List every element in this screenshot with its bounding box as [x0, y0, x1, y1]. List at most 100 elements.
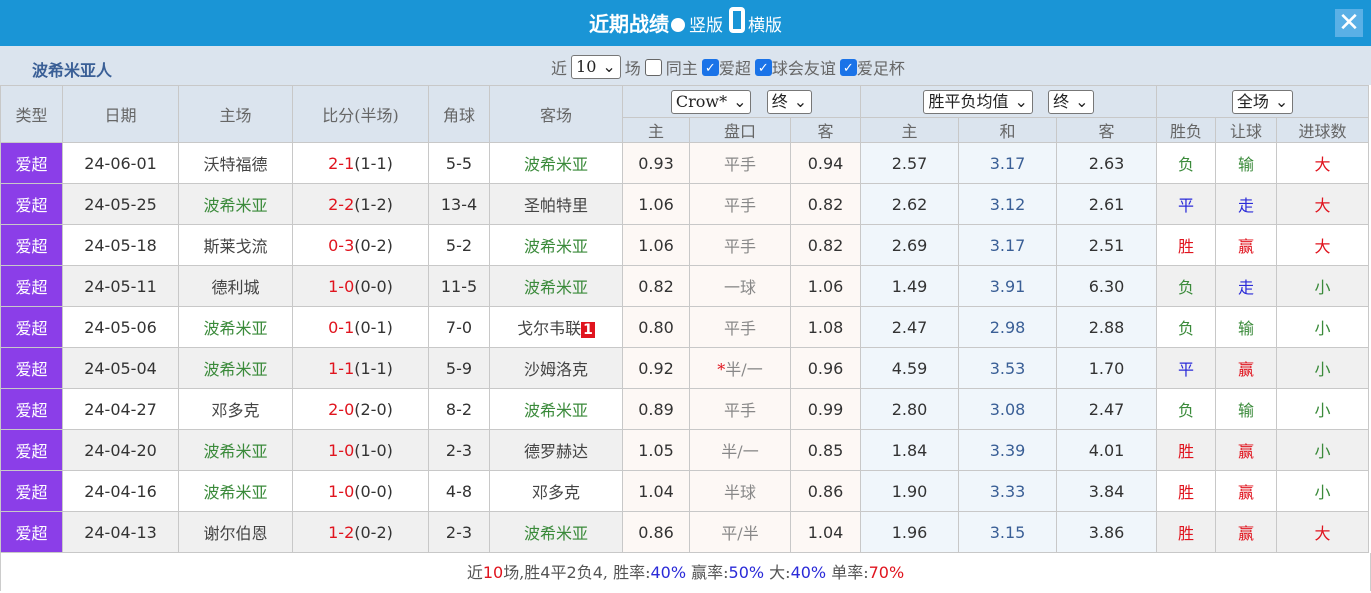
table-row[interactable]: 爱超 24-05-11 德利城 1-0(0-0) 11-5 波希米亚 0.82 … [0, 265, 1370, 307]
full-score[interactable]: 1-0 [328, 481, 355, 501]
table-row[interactable]: 爱超 24-04-13 谢尔伯恩 1-2(0-2) 2-3 波希米亚 0.86 … [0, 511, 1370, 553]
full-score[interactable]: 2-0 [328, 399, 355, 419]
home-team[interactable]: 谢尔伯恩 [178, 511, 293, 553]
handicap-result: 输 [1215, 142, 1278, 184]
match-date: 24-04-13 [62, 511, 179, 553]
header-away: 客场 [489, 85, 623, 143]
away-team[interactable]: 波希米亚 [489, 224, 623, 266]
subheader: 让球 [1215, 117, 1278, 143]
asia-home-odds: 0.82 [622, 265, 690, 307]
home-team[interactable]: 斯莱戈流 [178, 224, 293, 266]
asia-away-odds: 0.99 [790, 388, 861, 430]
euro-away-odds: 3.86 [1055, 511, 1158, 553]
match-date: 24-05-04 [62, 347, 179, 389]
option-horizontal[interactable]: 横版 [748, 16, 783, 36]
half-score: (1-0) [354, 440, 393, 460]
asia-home-odds: 0.93 [622, 142, 690, 184]
asia-away-odds: 0.94 [790, 142, 861, 184]
away-team[interactable]: 波希米亚 [489, 142, 623, 184]
checkbox-friendly[interactable]: ✓ [754, 58, 772, 76]
handicap-result: 赢 [1215, 224, 1278, 266]
home-team[interactable]: 沃特福德 [178, 142, 293, 184]
header-home: 主场 [178, 85, 293, 143]
close-icon[interactable]: ✕ [1335, 9, 1363, 37]
checkbox-same-home[interactable] [644, 58, 662, 76]
subheader: 胜负 [1156, 117, 1217, 143]
asia-away-odds: 1.06 [790, 265, 861, 307]
subheader: 客 [790, 117, 861, 143]
subheader: 盘口 [689, 117, 791, 143]
chevron-down-icon: ⌄ [602, 57, 616, 76]
asia-home-odds: 1.06 [622, 183, 690, 225]
half-score: (0-1) [354, 317, 393, 337]
euro-type-select[interactable]: 胜平负均值 ⌄ [923, 89, 1033, 114]
option-vertical[interactable]: 竖版 [688, 16, 723, 36]
away-team[interactable]: 波希米亚 [489, 265, 623, 307]
away-team[interactable]: 圣帕特里 [489, 183, 623, 225]
score: 0-1(0-1) [292, 306, 429, 348]
euro-draw-odds: 3.33 [958, 470, 1057, 512]
home-team[interactable]: 波希米亚 [178, 347, 293, 389]
result: 胜 [1156, 429, 1217, 471]
match-count-select[interactable]: 10 ⌄ [571, 55, 621, 79]
full-score[interactable]: 0-1 [328, 317, 355, 337]
full-score[interactable]: 1-1 [328, 358, 355, 378]
table-row[interactable]: 爱超 24-04-20 波希米亚 1-0(1-0) 2-3 德罗赫达 1.05 … [0, 429, 1370, 471]
away-team[interactable]: 波希米亚 [489, 511, 623, 553]
header-score: 比分(半场) [292, 85, 429, 143]
chevron-down-icon: ⌄ [793, 91, 808, 111]
match-date: 24-04-27 [62, 388, 179, 430]
euro-home-odds: 1.96 [860, 511, 959, 553]
table-row[interactable]: 爱超 24-06-01 沃特福德 2-1(1-1) 5-5 波希米亚 0.93 … [0, 142, 1370, 184]
table-row[interactable]: 爱超 24-05-04 波希米亚 1-1(1-1) 5-9 沙姆洛克 0.92 … [0, 347, 1370, 389]
home-team[interactable]: 波希米亚 [178, 183, 293, 225]
away-team[interactable]: 邓多克 [489, 470, 623, 512]
table-row[interactable]: 爱超 24-05-25 波希米亚 2-2(1-2) 13-4 圣帕特里 1.06… [0, 183, 1370, 225]
score: 1-1(1-1) [292, 347, 429, 389]
team-name: 波希米亚人 [32, 61, 113, 80]
away-team[interactable]: 德罗赫达 [489, 429, 623, 471]
radio-vertical[interactable] [670, 18, 685, 32]
match-type: 爱超 [0, 306, 63, 348]
euro-away-odds: 2.88 [1055, 306, 1158, 348]
summary-text: 赢率: [686, 563, 729, 582]
away-team[interactable]: 沙姆洛克 [489, 347, 623, 389]
score: 2-1(1-1) [292, 142, 429, 184]
subheader: 客 [1055, 117, 1158, 143]
home-team[interactable]: 波希米亚 [178, 429, 293, 471]
chevron-down-icon: ⌄ [733, 91, 747, 111]
away-team[interactable]: 波希米亚 [489, 388, 623, 430]
score: 2-2(1-2) [292, 183, 429, 225]
asia-time-select[interactable]: 终 ⌄ [766, 89, 813, 114]
summary: 近10场,胜4平2负4, 胜率:40% 赢率:50% 大:40% 单率:70% [0, 553, 1371, 591]
home-team[interactable]: 波希米亚 [178, 306, 293, 348]
radio-horizontal[interactable] [730, 8, 745, 32]
handicap-win-rate: 50% [728, 563, 765, 582]
full-score[interactable]: 2-1 [328, 153, 355, 173]
asia-company-select[interactable]: Crow* ⌄ [670, 89, 752, 114]
home-team[interactable]: 邓多克 [178, 388, 293, 430]
away-team-name: 波希米亚 [523, 155, 588, 174]
full-score[interactable]: 1-2 [328, 522, 355, 542]
table-row[interactable]: 爱超 24-04-27 邓多克 2-0(2-0) 8-2 波希米亚 0.89 平… [0, 388, 1370, 430]
period-select[interactable]: 全场 ⌄ [1231, 89, 1294, 114]
euro-home-odds: 4.59 [860, 347, 959, 389]
table-row[interactable]: 爱超 24-04-16 波希米亚 1-0(0-0) 4-8 邓多克 1.04 半… [0, 470, 1370, 512]
away-team[interactable]: 戈尔韦联 1 [489, 306, 623, 348]
euro-away-odds: 1.70 [1055, 347, 1158, 389]
full-score[interactable]: 1-0 [328, 276, 355, 296]
result: 胜 [1156, 511, 1217, 553]
corners: 7-0 [428, 306, 490, 348]
full-score[interactable]: 2-2 [328, 194, 355, 214]
full-score[interactable]: 1-0 [328, 440, 355, 460]
home-team[interactable]: 波希米亚 [178, 470, 293, 512]
checkbox-league[interactable]: ✓ [701, 58, 719, 76]
home-team[interactable]: 德利城 [178, 265, 293, 307]
table-row[interactable]: 爱超 24-05-06 波希米亚 0-1(0-1) 7-0 戈尔韦联 1 0.80… [0, 306, 1370, 348]
euro-away-odds: 2.51 [1055, 224, 1158, 266]
euro-time-value: 终 [1053, 91, 1070, 111]
checkbox-cup[interactable]: ✓ [839, 58, 857, 76]
euro-time-select[interactable]: 终 ⌄ [1048, 89, 1094, 114]
table-row[interactable]: 爱超 24-05-18 斯莱戈流 0-3(0-2) 5-2 波希米亚 1.06 … [0, 224, 1370, 266]
full-score[interactable]: 0-3 [328, 235, 355, 255]
